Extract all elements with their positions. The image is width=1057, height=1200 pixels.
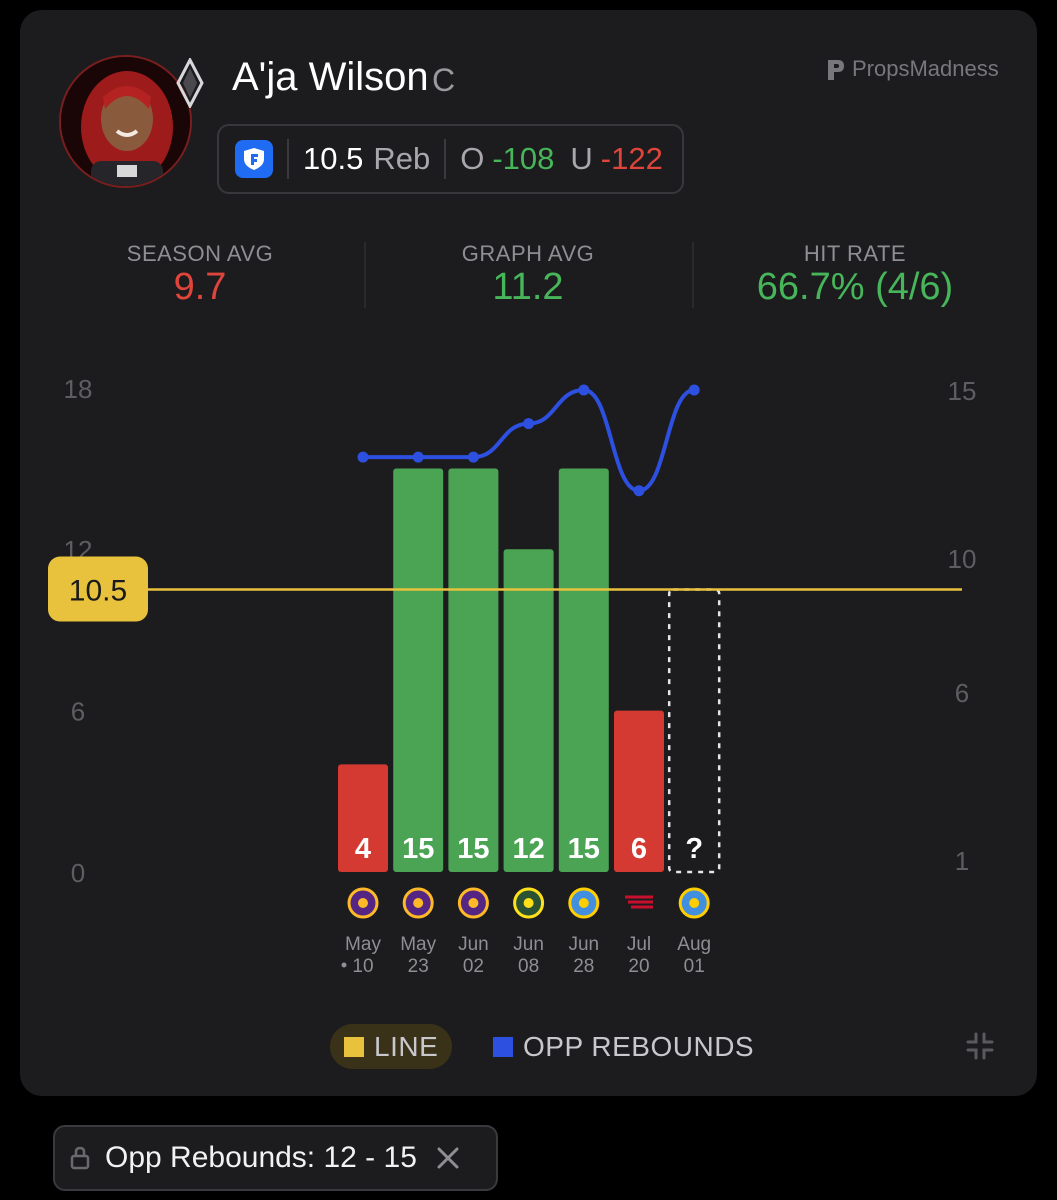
bar-value-label: 15	[457, 833, 489, 865]
opp-rebounds-point	[467, 451, 479, 463]
season-avg-value: 9.7	[173, 266, 227, 308]
opp-rebounds-swatch	[493, 1036, 513, 1057]
y-right-tick: 15	[948, 376, 977, 406]
threshold-badge	[48, 556, 148, 622]
opp-rebounds-point	[688, 384, 700, 396]
brand-logo: PropsMadness	[826, 56, 999, 82]
player-name: A'ja Wilson	[232, 55, 429, 99]
y-left-tick: 0	[71, 858, 85, 888]
y-left-tick: 6	[71, 697, 85, 727]
y-right-tick: 10	[948, 544, 977, 574]
bar	[338, 764, 388, 872]
aces-team-logo-icon	[176, 56, 204, 110]
over-label: O	[460, 141, 485, 176]
legend-opp-label: OPP REBOUNDS	[523, 1030, 755, 1062]
collapse-icon[interactable]	[966, 1032, 994, 1060]
fanduel-shield-icon	[235, 140, 273, 178]
x-tick-month: Aug	[677, 934, 711, 955]
close-icon[interactable]	[435, 1145, 461, 1171]
lock-icon	[70, 1146, 90, 1170]
bar-value-label: 15	[402, 833, 434, 865]
prop-line-box[interactable]: 10.5 Reb O -108 U -122	[217, 124, 684, 194]
current-marker-dot	[341, 962, 347, 968]
x-tick-day: 10	[352, 956, 373, 977]
bar	[448, 468, 499, 872]
brand-name: PropsMadness	[852, 56, 999, 81]
bar	[503, 549, 554, 872]
bar-value-label: 15	[568, 833, 600, 865]
x-tick-month: May	[400, 934, 436, 955]
x-tick-day: 01	[684, 956, 705, 977]
legend-line-toggle[interactable]: LINE	[330, 1024, 453, 1069]
bar-value-label: 4	[355, 833, 371, 865]
prop-line-value: 10.5	[303, 141, 364, 176]
stat-divider	[364, 242, 366, 308]
prop-divider-2	[444, 139, 447, 179]
x-tick-day: 02	[463, 956, 484, 977]
storm-logo-icon	[513, 887, 545, 919]
threshold-label: 10.5	[69, 575, 127, 608]
sparks-logo-icon	[402, 887, 434, 919]
x-tick-month: Jun	[513, 934, 544, 955]
graph-avg-label: GRAPH AVG	[461, 241, 595, 266]
x-tick-day: 28	[573, 956, 594, 977]
under-odds: -122	[600, 141, 663, 176]
y-left-tick: 18	[64, 374, 93, 404]
hit-rate-value: 66.7% (4/6)	[756, 266, 954, 308]
bar	[393, 468, 444, 872]
x-tick-day: 23	[408, 956, 429, 977]
under-label: U	[570, 141, 593, 176]
opp-rebounds-point	[523, 418, 535, 430]
graph-avg-value: 11.2	[492, 266, 564, 308]
bar-value-label: ?	[685, 833, 703, 865]
opp-rebounds-point	[633, 485, 645, 497]
hit-rate-label: HIT RATE	[803, 241, 907, 266]
x-tick-day: 08	[518, 956, 539, 977]
bar	[558, 468, 609, 872]
sky-logo-icon	[568, 887, 600, 919]
sparks-logo-icon	[457, 887, 489, 919]
season-avg-label: SEASON AVG	[126, 241, 274, 266]
line-swatch	[344, 1036, 364, 1057]
x-tick-month: Jul	[627, 934, 651, 955]
y-right-tick: 6	[955, 678, 969, 708]
pending-bar	[667, 588, 721, 874]
x-tick-month: Jun	[568, 934, 599, 955]
fever-logo-icon	[625, 895, 653, 909]
x-tick-day: 20	[628, 956, 649, 977]
stat-divider	[692, 242, 694, 308]
bar-value-label: 6	[631, 833, 647, 865]
over-odds: -108	[492, 141, 555, 176]
player-position: C	[432, 62, 456, 98]
opp-rebounds-filter-chip[interactable]: Opp Rebounds: 12 - 15	[53, 1125, 498, 1191]
filter-label: Opp Rebounds: 12 - 15	[105, 1141, 417, 1174]
prop-stat-type: Reb	[373, 141, 431, 176]
opp-rebounds-line	[363, 387, 695, 493]
legend-line-label: LINE	[374, 1030, 439, 1062]
player-avatar	[59, 55, 192, 188]
y-right-tick: 1	[955, 846, 969, 876]
x-tick-month: May	[345, 934, 381, 955]
propsmadness-logo-icon	[828, 60, 844, 80]
bar	[614, 710, 664, 872]
opp-rebounds-point	[357, 451, 369, 463]
x-tick-month: Jun	[458, 934, 489, 955]
sparks-logo-icon	[347, 887, 379, 919]
legend-opp-toggle[interactable]: OPP REBOUNDS	[493, 1024, 754, 1069]
prop-divider	[287, 139, 289, 179]
opp-rebounds-point	[578, 384, 590, 396]
sky-logo-icon	[678, 887, 710, 919]
opp-rebounds-point	[412, 451, 424, 463]
bar-value-label: 12	[512, 833, 544, 865]
